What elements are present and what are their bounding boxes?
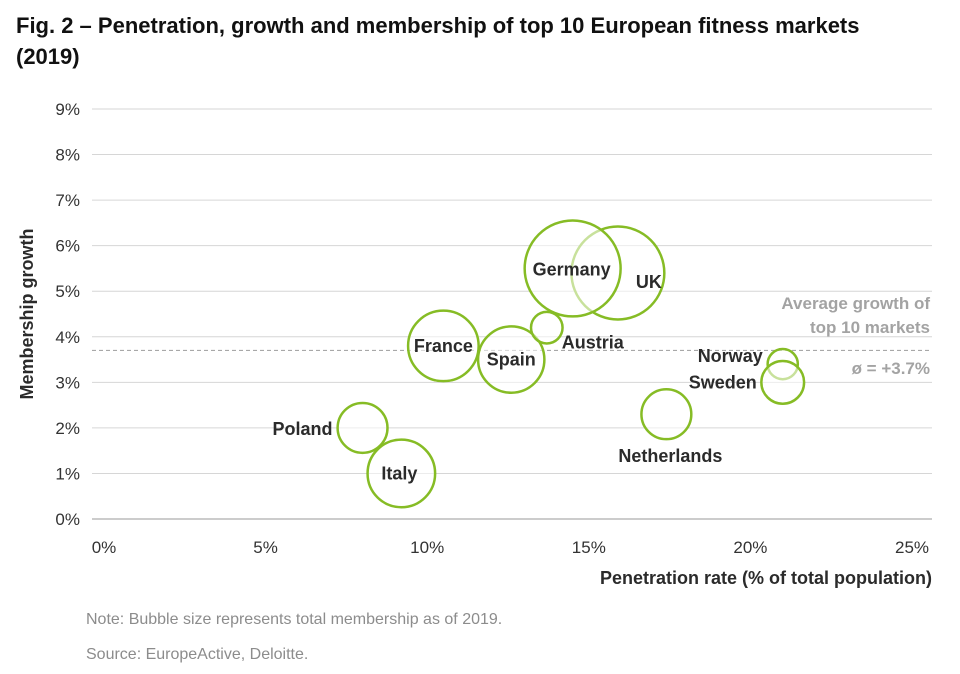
bubble-sweden (760, 359, 806, 405)
grid-lines (92, 108, 932, 520)
x-tick-label: 10% (410, 538, 444, 557)
y-tick-label: 0% (55, 510, 80, 529)
bubble-france (406, 309, 480, 383)
average-label: top 10 markets (810, 318, 930, 337)
y-tick-labels: 0% 1% 2% 3% 4% 5% 6% 7% 8% 9% (55, 100, 80, 529)
y-tick-label: 4% (55, 328, 80, 347)
y-tick-label: 6% (55, 237, 80, 256)
source-text: Source: EuropeActive, Deloitte. (86, 646, 309, 663)
bubble-italy (366, 438, 437, 509)
x-tick-labels: 0% 5% 10% 15% 20% 25% (92, 538, 929, 557)
y-tick-label: 3% (55, 373, 80, 392)
bubble-label-netherlands: Netherlands (618, 446, 722, 466)
y-tick-label: 1% (55, 464, 80, 483)
bubbles (336, 219, 806, 509)
average-value-label: ø = +3.7% (852, 359, 930, 378)
average-labels: Average growth of top 10 markets ø = +3.7% (781, 294, 930, 378)
bubble-label-spain: Spain (487, 350, 536, 370)
x-tick-label: 5% (253, 538, 278, 557)
bubble-label-norway: Norway (698, 346, 763, 366)
bubble-label-italy: Italy (381, 463, 417, 483)
y-tick-label: 5% (55, 282, 80, 301)
y-tick-label: 2% (55, 419, 80, 438)
bubble-spain (476, 325, 546, 394)
note-text: Note: Bubble size represents total membe… (86, 611, 503, 628)
bubble-germany (523, 219, 622, 318)
y-tick-label: 7% (55, 191, 80, 210)
bubble-label-austria: Austria (562, 333, 625, 353)
x-tick-label: 20% (733, 538, 767, 557)
x-tick-label: 0% (92, 538, 117, 557)
bubble-label-germany: Germany (533, 259, 611, 279)
y-tick-label: 8% (55, 146, 80, 165)
bubble-label-uk: UK (636, 272, 662, 292)
bubble-label-poland: Poland (273, 419, 333, 439)
y-axis-label: Membership growth (17, 228, 37, 399)
bubble-label-france: France (414, 336, 473, 356)
x-axis-label: Penetration rate (% of total population) (600, 568, 932, 588)
bubble-netherlands (640, 388, 693, 441)
bubble-austria (529, 310, 564, 345)
bubble-poland (336, 401, 389, 455)
average-label: Average growth of (781, 294, 930, 313)
x-tick-label: 15% (572, 538, 606, 557)
bubble-labels: Germany UK France Spain Austria Italy Poland Ne… (273, 259, 763, 483)
x-tick-label: 25% (895, 538, 929, 557)
y-tick-label: 9% (55, 100, 80, 119)
chart-title: Fig. 2 – Penetration, growth and members… (16, 13, 860, 69)
bubble-label-sweden: Sweden (689, 372, 757, 392)
